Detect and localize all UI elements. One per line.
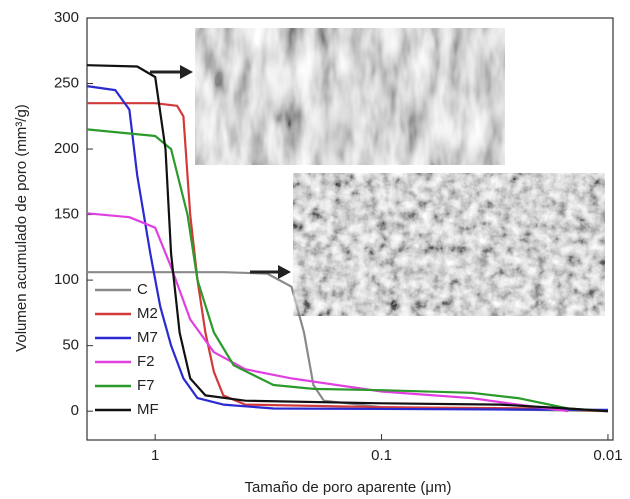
legend-label: C (137, 281, 148, 298)
series-line (86, 128, 609, 413)
y-axis-label: Volumen acumulado de poro (mm³/g) (13, 104, 30, 352)
series-line (87, 102, 609, 413)
legend-label: F7 (137, 377, 155, 394)
x-axis-label: Tamaño de poro aparente (μm) (244, 479, 451, 496)
y-tick-label: 150 (54, 206, 79, 223)
series-line (86, 64, 609, 413)
sem-image (195, 28, 505, 165)
legend-label: M2 (137, 305, 158, 322)
y-tick-label: 100 (54, 271, 79, 288)
series-line (86, 212, 569, 413)
series-line (86, 85, 609, 411)
y-tick-label: 250 (54, 74, 79, 91)
y-tick-label: 50 (62, 337, 79, 354)
legend-label: M7 (137, 329, 158, 346)
arrow-head (278, 265, 291, 279)
y-tick-label: 300 (54, 9, 79, 26)
x-tick-label: 1 (151, 447, 159, 464)
legend-label: F2 (137, 353, 155, 370)
legend-label: MF (137, 401, 159, 418)
x-tick-label: 0.1 (371, 447, 392, 464)
plot-frame (86, 17, 614, 441)
y-tick-label: 200 (54, 140, 79, 157)
y-tick-label: 0 (71, 402, 79, 419)
arrow-head (180, 65, 193, 79)
sem-image (293, 173, 605, 316)
x-tick-label: 0.01 (593, 447, 622, 464)
